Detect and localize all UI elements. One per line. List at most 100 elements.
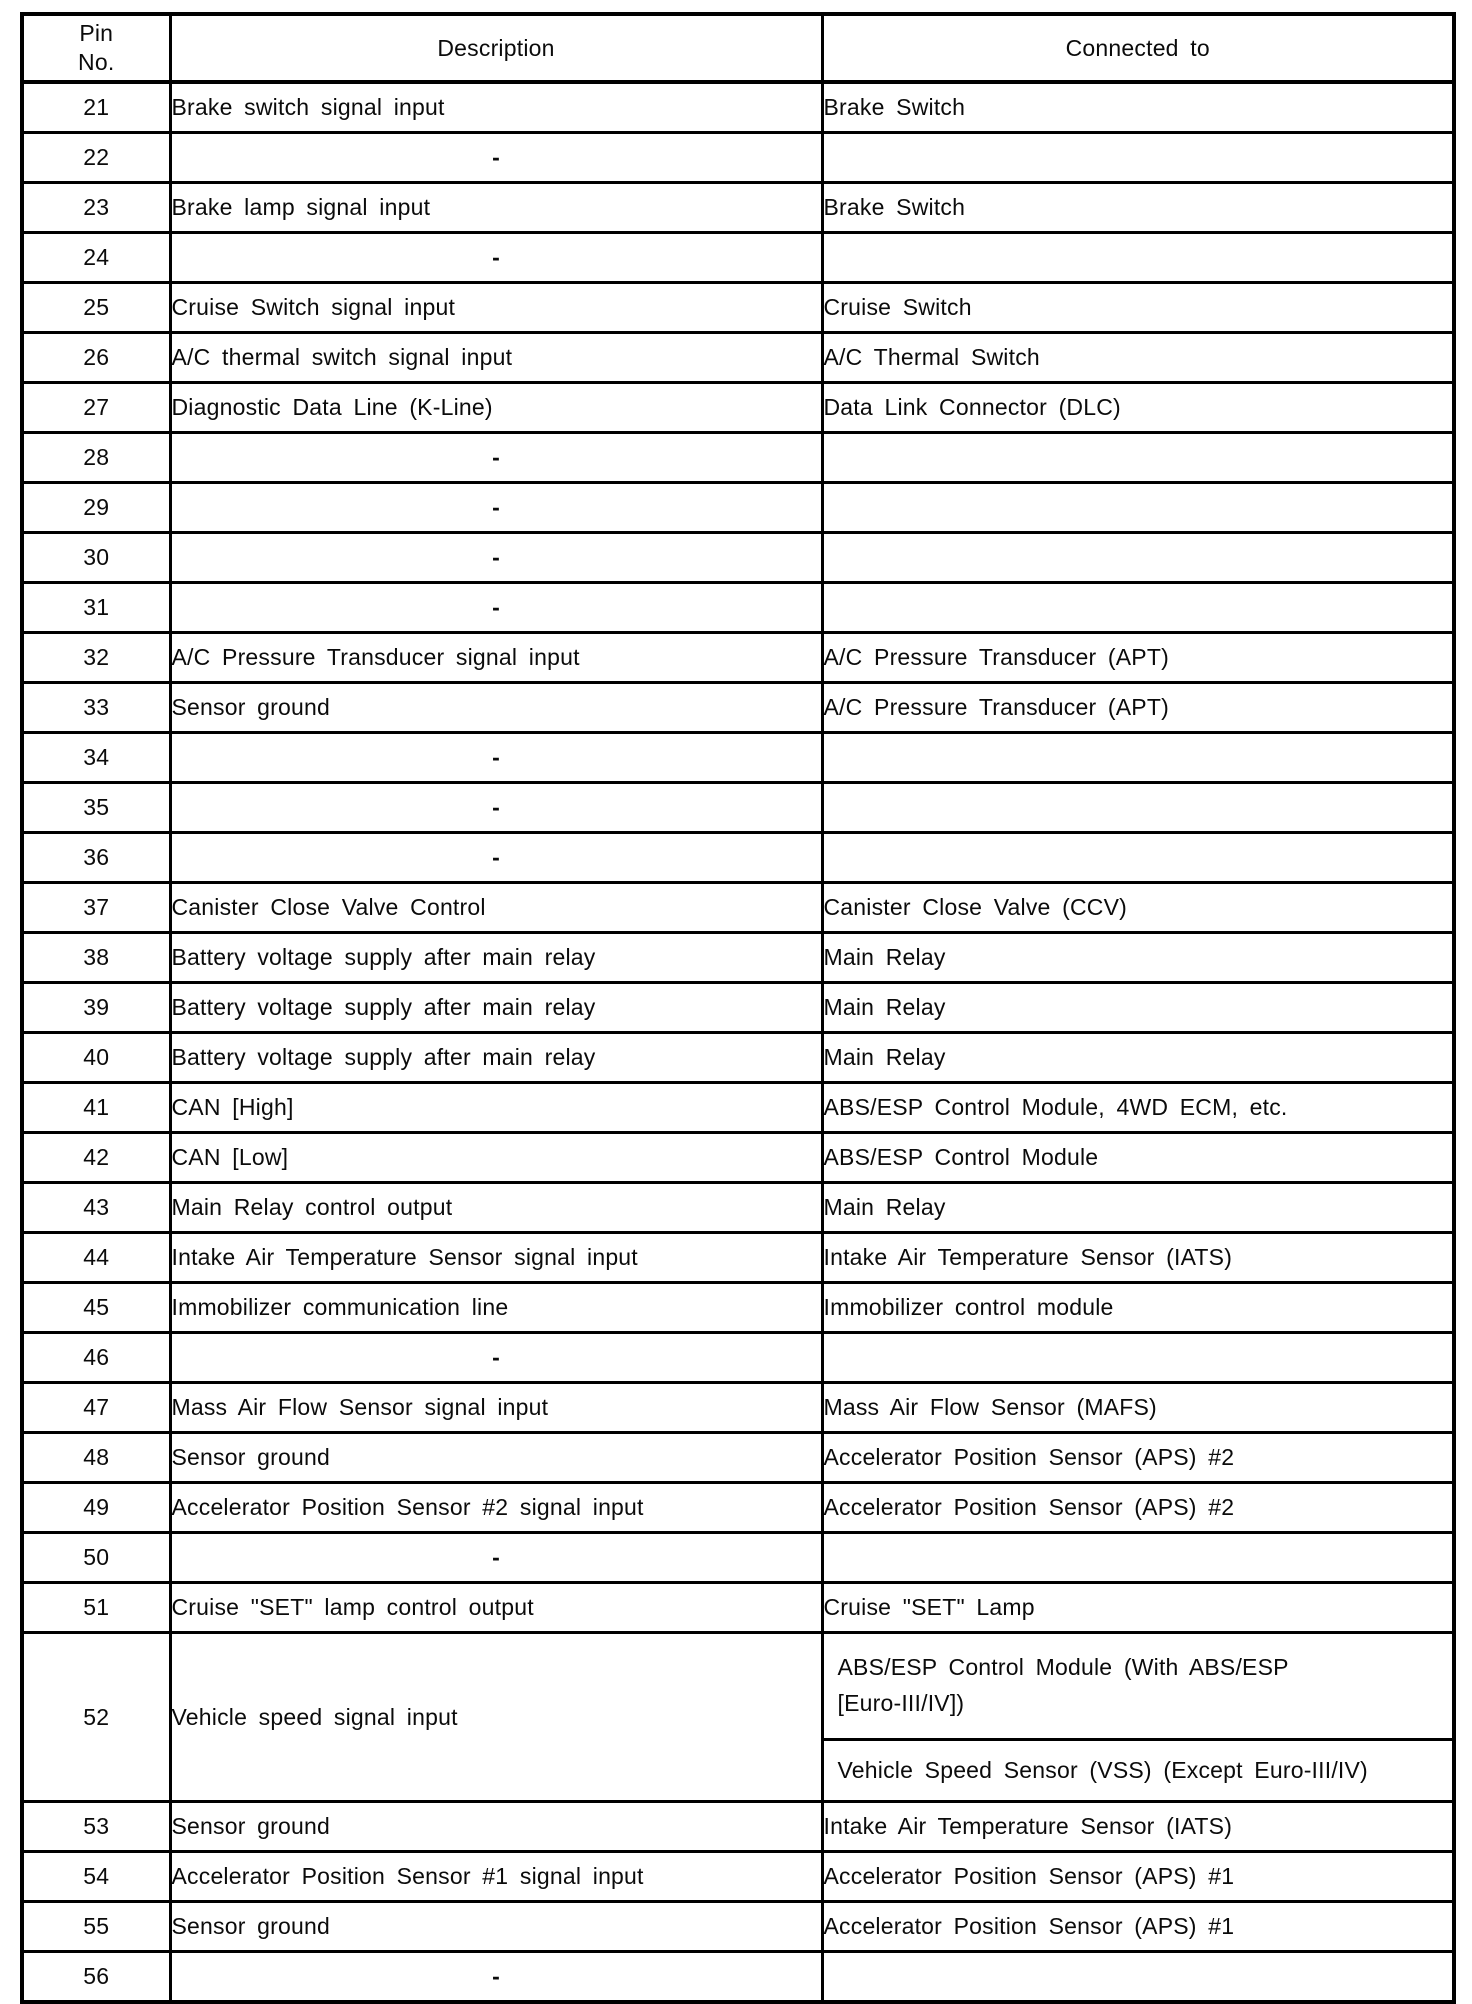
table-row: 21 Brake switch signal input Brake Switch (20, 80, 1456, 134)
connected-cell (820, 831, 1456, 884)
pin-cell: 29 (20, 481, 172, 534)
header-connected-to: Connected to (820, 12, 1456, 84)
table-row: 23 Brake lamp signal input Brake Switch (20, 181, 1456, 234)
description-cell: Accelerator Position Sensor #2 signal in… (168, 1481, 824, 1534)
pin-cell: 24 (20, 231, 172, 284)
description-cell: CAN [Low] (168, 1131, 824, 1184)
connected-cell: A/C Thermal Switch (820, 331, 1456, 384)
description-cell: Diagnostic Data Line (K-Line) (168, 381, 824, 434)
description-cell: Cruise "SET" lamp control output (168, 1581, 824, 1634)
pin-cell: 34 (20, 731, 172, 784)
table-row: 42 CAN [Low] ABS/ESP Control Module (20, 1131, 1456, 1184)
pin-cell: 54 (20, 1850, 172, 1903)
pin-cell: 30 (20, 531, 172, 584)
description-cell: Cruise Switch signal input (168, 281, 824, 334)
description-cell: - (168, 431, 824, 484)
table-row: 27 Diagnostic Data Line (K-Line) Data Link… (20, 381, 1456, 434)
connected-cell: Immobilizer control module (820, 1281, 1456, 1334)
table-row: 47 Mass Air Flow Sensor signal input Mass … (20, 1381, 1456, 1434)
pin-cell: 42 (20, 1131, 172, 1184)
connected-cell: Main Relay (820, 1181, 1456, 1234)
header-pin-no: Pin No. (20, 12, 172, 84)
table-row: 31- (20, 581, 1456, 634)
table-row: 29- (20, 481, 1456, 534)
pin-table-body: 21 Brake switch signal input Brake Switch 2… (20, 80, 1456, 2004)
table-row: 52 Vehicle speed signal input ABS/ESP Cont… (20, 1631, 1456, 1803)
connected-cell: Accelerator Position Sensor (APS) #1 (820, 1850, 1456, 1903)
connected-cell (820, 1331, 1456, 1384)
description-cell: Brake switch signal input (168, 80, 824, 134)
description-cell: Canister Close Valve Control (168, 881, 824, 934)
connected-cell (820, 431, 1456, 484)
table-row: 33 Sensor ground A/C Pressure Transducer (… (20, 681, 1456, 734)
description-cell: - (168, 1950, 824, 2004)
connected-cell: Main Relay (820, 931, 1456, 984)
description-cell: - (168, 231, 824, 284)
connected-cell: Brake Switch (820, 80, 1456, 134)
pin-cell: 31 (20, 581, 172, 634)
connected-cell (820, 481, 1456, 534)
pin-cell: 50 (20, 1531, 172, 1584)
table-row: 25 Cruise Switch signal input Cruise Switc… (20, 281, 1456, 334)
table-row: 32 A/C Pressure Transducer signal input A/… (20, 631, 1456, 684)
table-row: 24- (20, 231, 1456, 284)
description-cell: Battery voltage supply after main relay (168, 1031, 824, 1084)
connected-cell: Canister Close Valve (CCV) (820, 881, 1456, 934)
description-cell: A/C thermal switch signal input (168, 331, 824, 384)
description-cell: - (168, 1531, 824, 1584)
connected-cell: Accelerator Position Sensor (APS) #1 (820, 1900, 1456, 1953)
pin-cell: 27 (20, 381, 172, 434)
table-row: 28- (20, 431, 1456, 484)
table-row: 44 Intake Air Temperature Sensor signal i… (20, 1231, 1456, 1284)
connected-cell: Intake Air Temperature Sensor (IATS) (820, 1800, 1456, 1853)
pin-cell: 37 (20, 881, 172, 934)
pin-cell: 36 (20, 831, 172, 884)
description-cell: Battery voltage supply after main relay (168, 931, 824, 984)
connected-cell (820, 581, 1456, 634)
pin-cell: 53 (20, 1800, 172, 1853)
description-cell: Accelerator Position Sensor #1 signal in… (168, 1850, 824, 1903)
pin-cell: 56 (20, 1950, 172, 2004)
description-cell: Sensor ground (168, 1800, 824, 1853)
connected-cell (820, 531, 1456, 584)
pin-cell: 35 (20, 781, 172, 834)
table-row: 51 Cruise "SET" lamp control output Cruise… (20, 1581, 1456, 1634)
pin-cell: 43 (20, 1181, 172, 1234)
connected-subcell: ABS/ESP Control Module (With ABS/ESP [Eu… (837, 1654, 1289, 1716)
table-row: 46- (20, 1331, 1456, 1384)
pin-cell: 46 (20, 1331, 172, 1384)
connected-subcell: Vehicle Speed Sensor (VSS) (Except Euro-… (825, 1738, 1451, 1799)
table-row: 30- (20, 531, 1456, 584)
connected-cell: Brake Switch (820, 181, 1456, 234)
connected-cell: A/C Pressure Transducer (APT) (820, 631, 1456, 684)
document-page: Pin No. Description Connected to 21 Brake… (20, 12, 1456, 2004)
connected-cell: Mass Air Flow Sensor (MAFS) (820, 1381, 1456, 1434)
connected-cell (820, 781, 1456, 834)
connected-cell: Main Relay (820, 1031, 1456, 1084)
description-cell: Sensor ground (168, 681, 824, 734)
table-row: 26 A/C thermal switch signal input A/C The… (20, 331, 1456, 384)
table-row: 49 Accelerator Position Sensor #2 signal … (20, 1481, 1456, 1534)
pin-cell: 22 (20, 131, 172, 184)
pin-cell: 38 (20, 931, 172, 984)
description-cell: Mass Air Flow Sensor signal input (168, 1381, 824, 1434)
description-cell: - (168, 731, 824, 784)
pin-cell: 23 (20, 181, 172, 234)
description-cell: - (168, 581, 824, 634)
table-row: 50- (20, 1531, 1456, 1584)
connected-cell: A/C Pressure Transducer (APT) (820, 681, 1456, 734)
description-cell: Sensor ground (168, 1900, 824, 1953)
table-row: 53 Sensor ground Intake Air Temperature Se… (20, 1800, 1456, 1853)
description-cell: - (168, 531, 824, 584)
pin-cell: 45 (20, 1281, 172, 1334)
pin-cell: 55 (20, 1900, 172, 1953)
connected-cell: Cruise Switch (820, 281, 1456, 334)
connected-cell (820, 131, 1456, 184)
pin-cell: 25 (20, 281, 172, 334)
table-row: 36- (20, 831, 1456, 884)
pin-cell: 28 (20, 431, 172, 484)
pin-cell: 52 (20, 1631, 172, 1803)
table-row: 37 Canister Close Valve Control Canister C… (20, 881, 1456, 934)
connected-cell: ABS/ESP Control Module (With ABS/ESP [Eu… (820, 1631, 1456, 1803)
connected-cell: ABS/ESP Control Module, 4WD ECM, etc. (820, 1081, 1456, 1134)
